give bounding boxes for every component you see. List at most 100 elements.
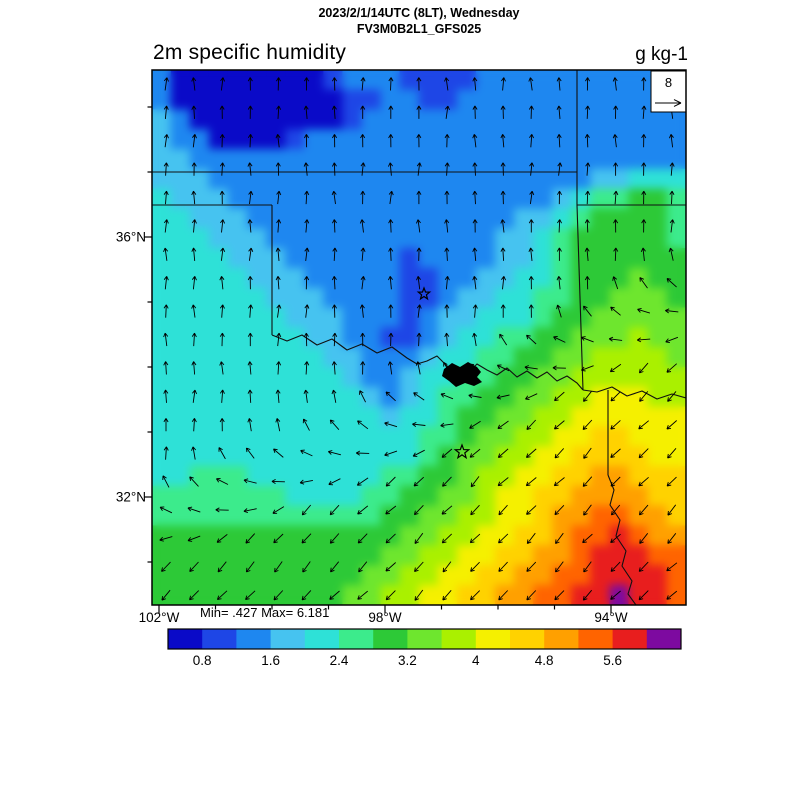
wind-arrow xyxy=(304,361,310,375)
wind-arrow xyxy=(581,365,594,372)
wind-arrow xyxy=(276,332,282,347)
wind-arrow xyxy=(163,162,169,176)
wind-arrow xyxy=(444,77,450,91)
wind-arrow xyxy=(472,332,478,347)
boundary-line xyxy=(582,386,686,400)
wind-arrow xyxy=(247,361,253,375)
wind-arrow xyxy=(557,162,563,176)
wind-arrow xyxy=(610,533,621,544)
wind-arrow xyxy=(525,477,537,487)
wind-arrow xyxy=(441,505,453,515)
wind-arrow xyxy=(585,77,590,91)
colorbar-segment xyxy=(339,629,374,649)
wind-arrow xyxy=(359,219,365,233)
wind-arrow xyxy=(331,162,337,176)
wind-arrow xyxy=(584,247,590,261)
wind-arrow xyxy=(163,105,169,119)
wind-arrow xyxy=(556,247,562,261)
wind-arrow xyxy=(613,190,619,205)
wind-arrow xyxy=(529,190,535,205)
wind-arrow xyxy=(187,535,201,542)
wind-arrow xyxy=(529,134,535,148)
wind-arrow xyxy=(444,219,450,233)
wind-arrow xyxy=(216,534,228,543)
wind-arrow xyxy=(668,247,674,261)
colorbar-segment xyxy=(304,629,340,649)
wind-arrow xyxy=(469,363,481,373)
wind-arrow xyxy=(612,77,618,91)
wind-arrow xyxy=(301,590,312,601)
wind-arrow xyxy=(332,247,338,261)
wind-arrow xyxy=(163,418,169,432)
reference-vector-value: 8 xyxy=(665,75,672,90)
wind-arrow xyxy=(219,304,225,318)
wind-arrow xyxy=(360,162,366,176)
wind-arrow xyxy=(302,418,310,431)
wind-arrow xyxy=(359,390,367,403)
wind-arrow xyxy=(610,391,621,402)
wind-arrow xyxy=(442,561,452,573)
wind-arrow xyxy=(440,422,454,428)
wind-arrow xyxy=(582,589,593,601)
wind-arrow xyxy=(638,590,649,601)
wind-arrow xyxy=(666,278,677,288)
wind-arrow xyxy=(331,219,337,233)
wind-arrow xyxy=(332,134,337,148)
wind-arrow xyxy=(472,247,478,261)
wind-arrow xyxy=(329,419,340,430)
wind-arrow xyxy=(613,162,619,176)
wind-arrow xyxy=(331,105,337,119)
wind-arrow xyxy=(638,448,649,459)
wind-arrow xyxy=(556,77,562,91)
wind-arrow xyxy=(163,134,169,148)
wind-arrow xyxy=(583,561,592,573)
wind-arrow xyxy=(276,190,282,205)
wind-arrow xyxy=(552,365,566,371)
wind-arrow xyxy=(191,247,197,261)
model-run-title: FV3M0B2L1_GFS025 xyxy=(356,22,482,36)
wind-arrow xyxy=(583,447,592,459)
wind-arrow xyxy=(163,77,169,91)
wind-arrow xyxy=(329,590,340,600)
wind-arrow xyxy=(669,190,675,205)
wind-arrow xyxy=(469,448,481,458)
colorbar-segment xyxy=(270,629,306,649)
wind-arrow xyxy=(276,77,281,91)
datetime-title: 2023/2/1/14UTC (8LT), Wednesday xyxy=(318,6,520,20)
wind-arrow xyxy=(416,247,422,261)
wind-arrow xyxy=(416,304,422,318)
wind-arrow xyxy=(666,590,678,600)
wind-arrow xyxy=(440,392,454,400)
wind-arrow xyxy=(641,190,647,205)
wind-arrow xyxy=(220,247,226,261)
wind-arrow xyxy=(469,533,481,544)
wind-vectors xyxy=(159,77,679,601)
wind-arrow xyxy=(416,77,422,91)
wind-arrow xyxy=(441,533,453,544)
wind-arrow xyxy=(329,533,340,544)
wind-arrow xyxy=(444,304,450,318)
wind-arrow xyxy=(638,362,649,374)
wind-arrow xyxy=(667,448,677,459)
colorbar-segment xyxy=(236,629,271,649)
wind-arrow xyxy=(585,190,591,205)
wind-arrow xyxy=(220,77,226,91)
wind-arrow xyxy=(301,504,312,516)
wind-arrow xyxy=(415,361,421,375)
wind-arrow xyxy=(360,77,366,91)
star-markers xyxy=(416,286,471,460)
wind-arrow xyxy=(554,391,565,402)
wind-arrow xyxy=(271,479,285,484)
wind-arrow xyxy=(276,105,282,119)
wind-arrow xyxy=(528,276,534,290)
wind-arrow xyxy=(583,391,592,402)
wind-arrow xyxy=(610,504,621,516)
wind-arrow xyxy=(388,134,394,148)
wind-arrow xyxy=(303,332,309,347)
wind-arrow xyxy=(444,190,450,205)
wind-arrow xyxy=(529,162,535,176)
wind-arrow xyxy=(360,332,366,347)
wind-arrow xyxy=(328,478,341,486)
wind-arrow xyxy=(359,304,365,318)
